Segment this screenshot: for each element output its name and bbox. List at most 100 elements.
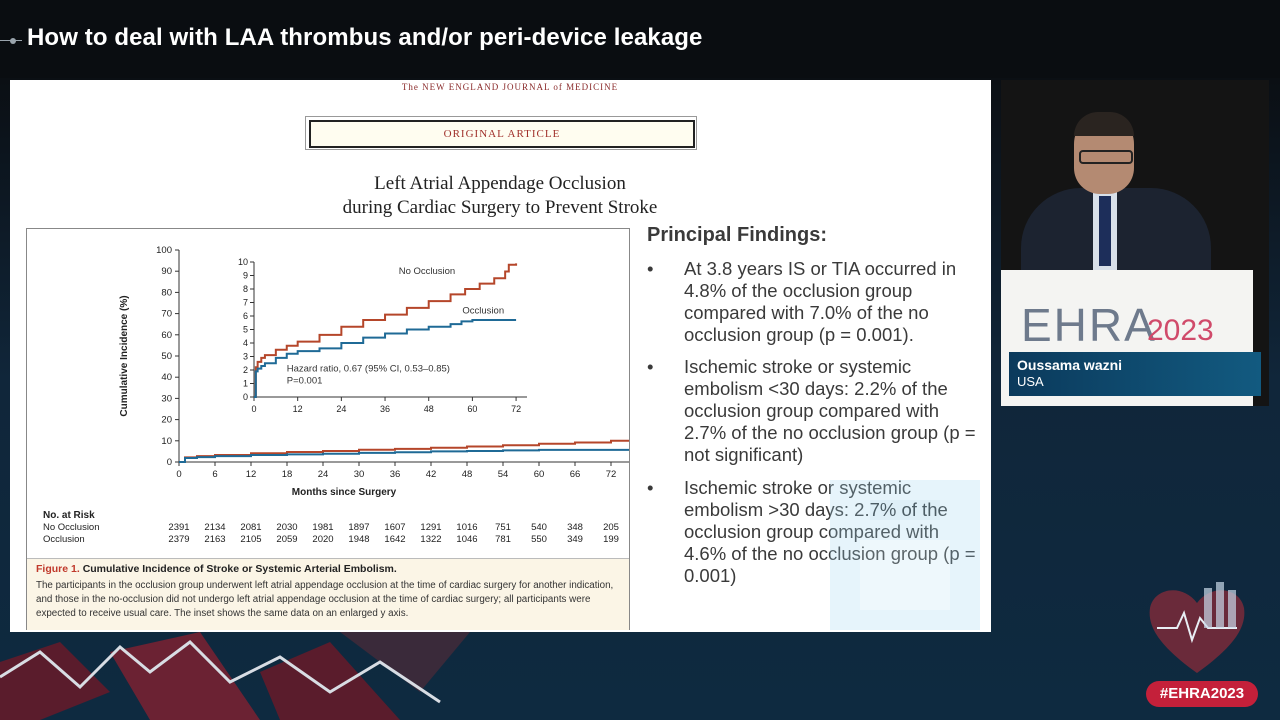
risk-cell: 1291 <box>420 522 441 533</box>
decorative-pattern <box>0 632 470 720</box>
inset-x-tick-label: 60 <box>467 404 477 414</box>
risk-cell: 2059 <box>276 534 297 545</box>
y-tick-label: 30 <box>161 393 172 404</box>
speaker-name: Oussama wazni <box>1017 357 1123 373</box>
article-type-label: ORIGINAL ARTICLE <box>309 120 695 148</box>
speaker-name-plate: Oussama wazni USA <box>1009 352 1261 396</box>
article-title-line2: during Cardiac Surgery to Prevent Stroke <box>342 197 658 218</box>
inset-x-tick-label: 36 <box>380 404 390 414</box>
talk-title: How to deal with LAA thrombus and/or per… <box>27 24 703 51</box>
y-tick-label: 60 <box>161 330 172 341</box>
x-tick-label: 48 <box>462 469 473 480</box>
speaker-hair <box>1074 112 1134 136</box>
x-tick-label: 60 <box>534 469 545 480</box>
risk-cell: 781 <box>495 534 511 545</box>
inset-y-tick-label: 7 <box>243 298 248 308</box>
title-accent-dot <box>10 38 16 44</box>
hashtag-badge: #EHRA2023 <box>1146 681 1258 707</box>
podium: EHRA 2023 Oussama wazni USA <box>1001 270 1261 406</box>
risk-cell: 2020 <box>312 534 333 545</box>
inset-x-tick-label: 0 <box>251 404 256 414</box>
finding-text: Ischemic stroke or systemic embolism <30… <box>684 356 976 465</box>
risk-cell: 550 <box>531 534 547 545</box>
risk-cell: 2030 <box>276 522 297 533</box>
inset-x-tick-label: 12 <box>293 404 303 414</box>
risk-cell: 205 <box>603 522 619 533</box>
x-tick-label: 54 <box>498 469 509 480</box>
y-tick-label: 10 <box>161 436 172 447</box>
risk-cell: 2379 <box>168 534 189 545</box>
speaker-glasses <box>1079 150 1133 164</box>
figure-panel: 0 10 20 30 40 50 60 70 80 90 100 0 6 12 18 24 30 36 42 48 54… <box>26 228 630 630</box>
x-tick-label: 18 <box>282 469 293 480</box>
inset-series-line-no-occlusion <box>254 263 518 398</box>
risk-cell: 1897 <box>348 522 369 533</box>
y-tick-label: 40 <box>161 372 172 383</box>
risk-cell: 1642 <box>384 534 405 545</box>
risk-cell: 199 <box>603 534 619 545</box>
bullet-icon: • <box>647 477 654 498</box>
figure-title-text: Cumulative Incidence of Stroke or System… <box>82 563 397 575</box>
risk-cell: 348 <box>567 522 583 533</box>
inset-series-label: No Occlusion <box>399 266 456 277</box>
x-tick-label: 42 <box>426 469 437 480</box>
inset-series-label: Occlusion <box>462 305 504 316</box>
inset-y-tick-label: 4 <box>243 338 248 348</box>
article-type-frame <box>305 116 697 150</box>
risk-cell: 1607 <box>384 522 405 533</box>
inset-y-tick-label: 9 <box>243 271 248 281</box>
inset-hazard-ratio: Hazard ratio, 0.67 (95% CI, 0.53–0.85) <box>287 363 450 374</box>
y-tick-label: 20 <box>161 415 172 426</box>
inset-x-tick-label: 48 <box>424 404 434 414</box>
risk-cell: 1948 <box>348 534 369 545</box>
risk-cell: 751 <box>495 522 511 533</box>
inset-y-tick-label: 5 <box>243 325 248 335</box>
speaker-country: USA <box>1017 374 1044 389</box>
inset-y-tick-label: 2 <box>243 365 248 375</box>
x-tick-label: 30 <box>354 469 365 480</box>
risk-cell: 1046 <box>456 534 477 545</box>
bullet-icon: • <box>647 258 654 279</box>
risk-cell: 1981 <box>312 522 333 533</box>
inset-series-line-occlusion <box>254 319 517 398</box>
article-title-line1: Left Atrial Appendage Occlusion <box>374 173 626 194</box>
figure-caption: The participants in the occlusion group … <box>36 580 614 619</box>
risk-cell: 2163 <box>204 534 225 545</box>
ehra-logo-year: 2023 <box>1147 314 1214 347</box>
risk-cell: 2105 <box>240 534 261 545</box>
y-tick-label: 0 <box>167 457 172 468</box>
title-bar: How to deal with LAA thrombus and/or per… <box>0 0 1280 78</box>
inset-p-value: P=0.001 <box>287 376 323 387</box>
x-tick-label: 36 <box>390 469 401 480</box>
inset-y-tick-label: 1 <box>243 379 248 389</box>
series-line-no-occlusion <box>179 439 629 463</box>
y-tick-label: 50 <box>161 351 172 362</box>
inset-x-tick-label: 24 <box>336 404 346 414</box>
series-line-occlusion <box>179 448 629 463</box>
y-tick-label: 100 <box>156 245 172 256</box>
x-tick-label: 72 <box>606 469 617 480</box>
inset-y-tick-label: 3 <box>243 352 248 362</box>
speaker-tie <box>1099 196 1111 266</box>
inset-x-tick-label: 72 <box>511 404 521 414</box>
journal-name: The NEW ENGLAND JOURNAL of MEDICINE <box>401 82 619 92</box>
presentation-slide: The NEW ENGLAND JOURNAL of MEDICINE ORIG… <box>10 80 991 632</box>
article-title: Left Atrial Appendage Occlusion during C… <box>300 172 700 220</box>
risk-table-title: No. at Risk <box>43 510 95 521</box>
x-tick-label: 0 <box>176 469 181 480</box>
bullet-icon: • <box>647 356 654 377</box>
inset-y-tick-label: 6 <box>243 311 248 321</box>
x-tick-label: 12 <box>246 469 257 480</box>
speaker-video: EHRA 2023 Oussama wazni USA <box>1001 80 1269 406</box>
figure-caption-band: Figure 1. Cumulative Incidence of Stroke… <box>27 558 629 630</box>
ehra-logo: EHRA <box>1021 299 1157 351</box>
heart-logo-icon <box>1149 582 1245 673</box>
risk-cell: 2081 <box>240 522 261 533</box>
figure-title: Figure 1. Cumulative Incidence of Stroke… <box>36 563 397 575</box>
risk-row-label: No Occlusion <box>43 522 100 533</box>
risk-cell: 1016 <box>456 522 477 533</box>
risk-cell: 2134 <box>204 522 225 533</box>
finding-text: At 3.8 years IS or TIA occurred in 4.8% … <box>684 258 957 345</box>
x-axis-label: Months since Surgery <box>292 487 397 498</box>
